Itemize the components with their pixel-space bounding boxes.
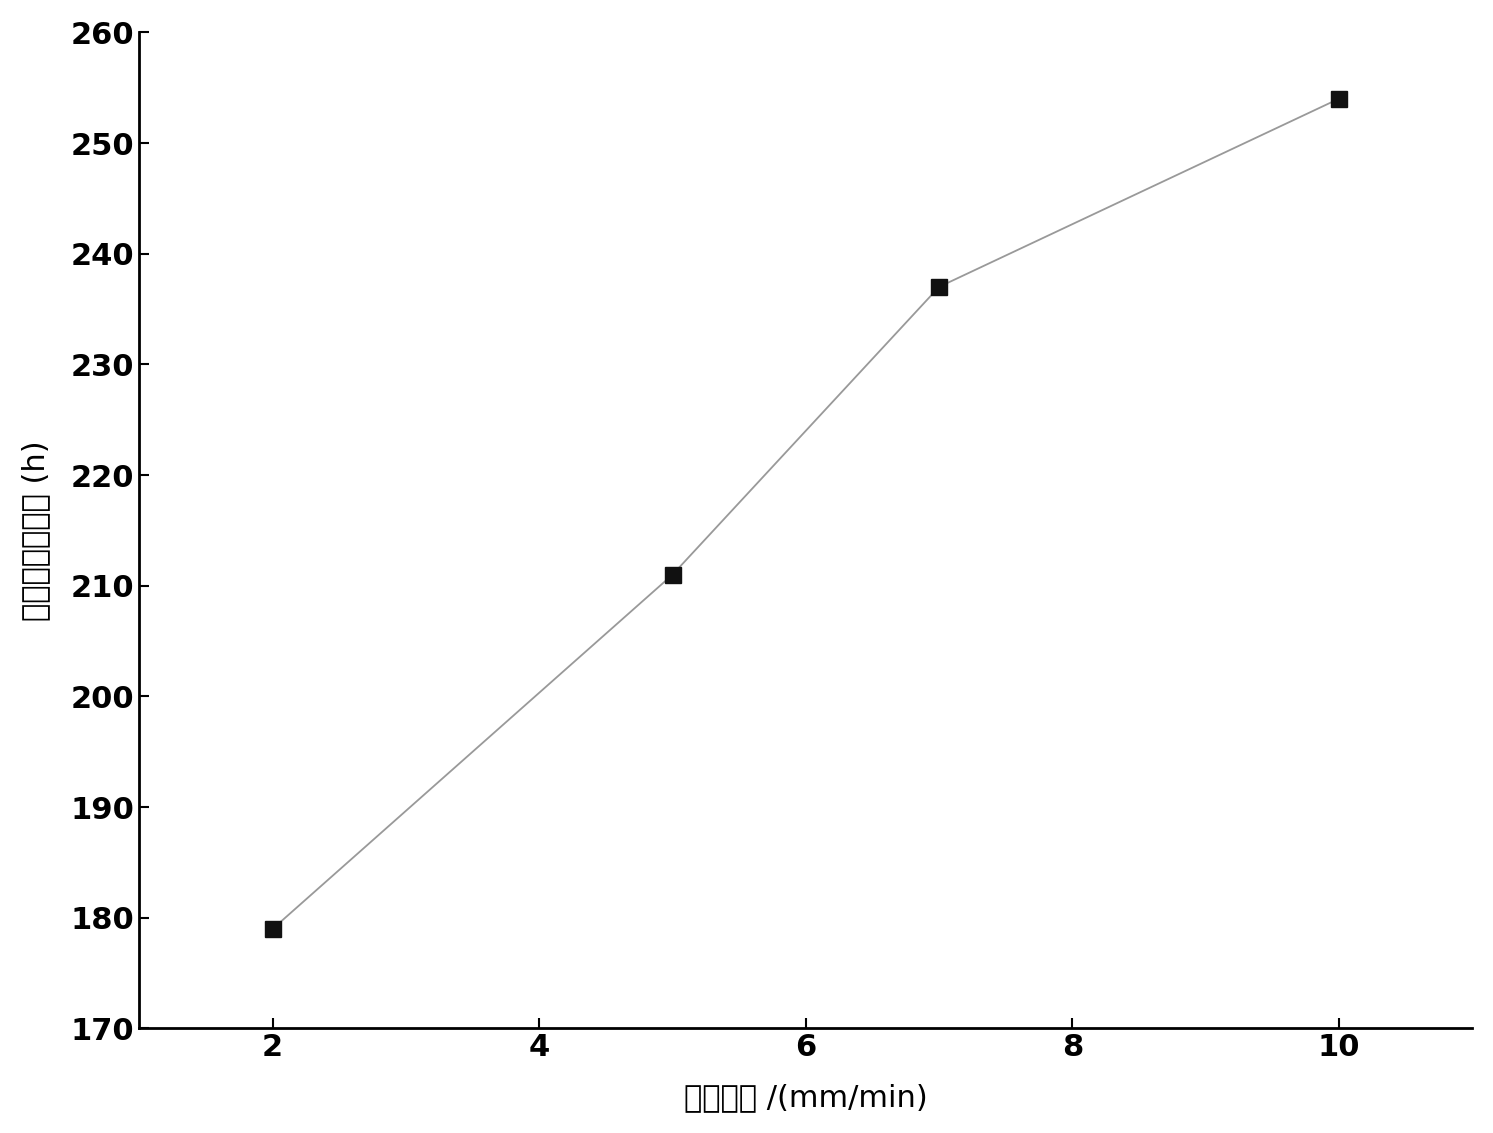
Y-axis label: 高温持久寿命／ (h): 高温持久寿命／ (h): [21, 440, 49, 621]
X-axis label: 拉晶速率 /(mm/min): 拉晶速率 /(mm/min): [684, 1083, 927, 1113]
